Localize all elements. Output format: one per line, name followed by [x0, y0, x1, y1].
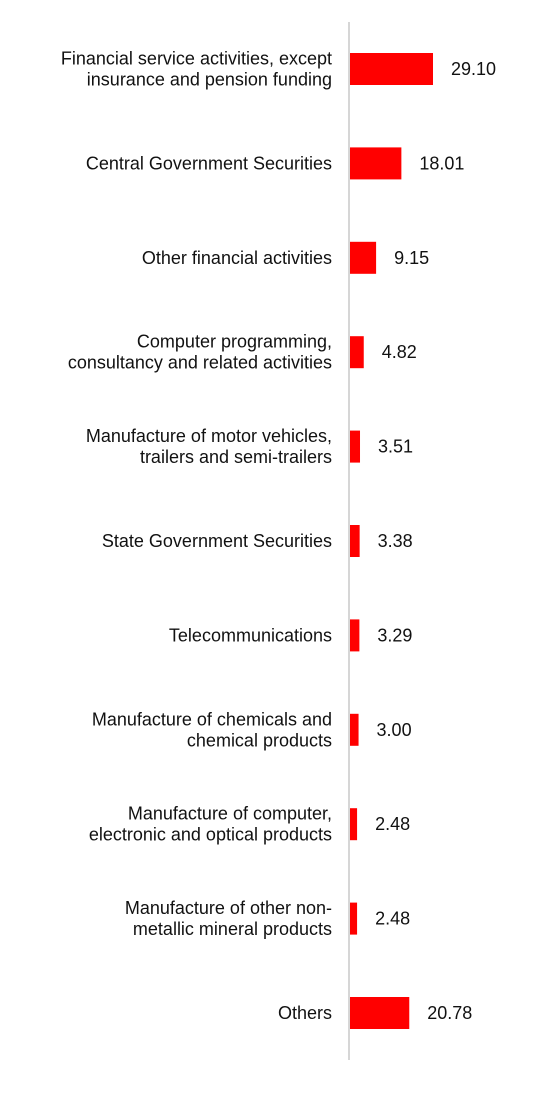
- value-label: 4.82: [382, 342, 417, 362]
- category-label-line: Telecommunications: [169, 625, 332, 645]
- category-label: Central Government Securities: [86, 153, 332, 173]
- bar: [350, 53, 433, 85]
- bar: [350, 525, 360, 557]
- category-label-line: Others: [278, 1003, 332, 1023]
- category-label-line: Manufacture of motor vehicles,: [86, 426, 332, 446]
- bar: [350, 619, 360, 652]
- category-label-line: Manufacture of chemicals and: [92, 709, 332, 729]
- category-label-line: Manufacture of other non-: [125, 898, 332, 918]
- value-labels-group: 29.10 18.01 9.15 4.82 3.51 3.38 3.29 3.00 2.48 2.…: [375, 59, 496, 1023]
- category-label-line: metallic mineral products: [133, 919, 332, 939]
- category-label: Manufacture of computer, electronic and o…: [89, 804, 332, 845]
- category-label: Manufacture of motor vehicles, trailers a…: [86, 426, 332, 467]
- bar: [350, 997, 410, 1029]
- bar: [350, 430, 361, 463]
- value-label: 3.29: [377, 625, 412, 645]
- value-label: 3.51: [378, 437, 413, 457]
- category-label-line: consultancy and related activities: [68, 353, 332, 373]
- category-label: Other financial activities: [142, 248, 332, 268]
- bars-group: [350, 53, 433, 1029]
- bar: [350, 147, 402, 180]
- category-label-line: electronic and optical products: [89, 825, 332, 845]
- category-label-line: Central Government Securities: [86, 153, 332, 173]
- value-label: 3.00: [377, 720, 412, 740]
- category-label-line: Other financial activities: [142, 248, 332, 268]
- category-label: Computer programming, consultancy and rel…: [68, 332, 332, 373]
- category-label: Manufacture of chemicals and chemical pro…: [92, 709, 332, 750]
- category-label: State Government Securities: [102, 531, 332, 551]
- category-label: Telecommunications: [169, 625, 332, 645]
- bar: [350, 902, 358, 935]
- bar: [350, 808, 358, 841]
- category-label-line: State Government Securities: [102, 531, 332, 551]
- bar: [350, 241, 377, 274]
- bar: [350, 713, 359, 746]
- value-label: 3.38: [378, 531, 413, 551]
- category-label-line: Manufacture of computer,: [128, 804, 332, 824]
- value-label: 18.01: [419, 153, 464, 173]
- value-label: 20.78: [427, 1003, 472, 1023]
- category-label-line: trailers and semi-trailers: [140, 447, 332, 467]
- category-label-line: Computer programming,: [137, 332, 332, 352]
- category-label: Manufacture of other non-metallic minera…: [125, 898, 332, 939]
- value-label: 29.10: [451, 59, 496, 79]
- value-label: 2.48: [375, 814, 410, 834]
- bar: [350, 336, 364, 369]
- value-label: 2.48: [375, 909, 410, 929]
- category-labels-group: Financial service activities, except insu…: [61, 49, 332, 1024]
- category-label-line: insurance and pension funding: [87, 70, 332, 90]
- category-label: Financial service activities, except insu…: [61, 49, 332, 90]
- category-label-line: Financial service activities, except: [61, 49, 332, 69]
- value-label: 9.15: [394, 248, 429, 268]
- category-label-line: chemical products: [187, 730, 332, 750]
- category-label: Others: [278, 1003, 332, 1023]
